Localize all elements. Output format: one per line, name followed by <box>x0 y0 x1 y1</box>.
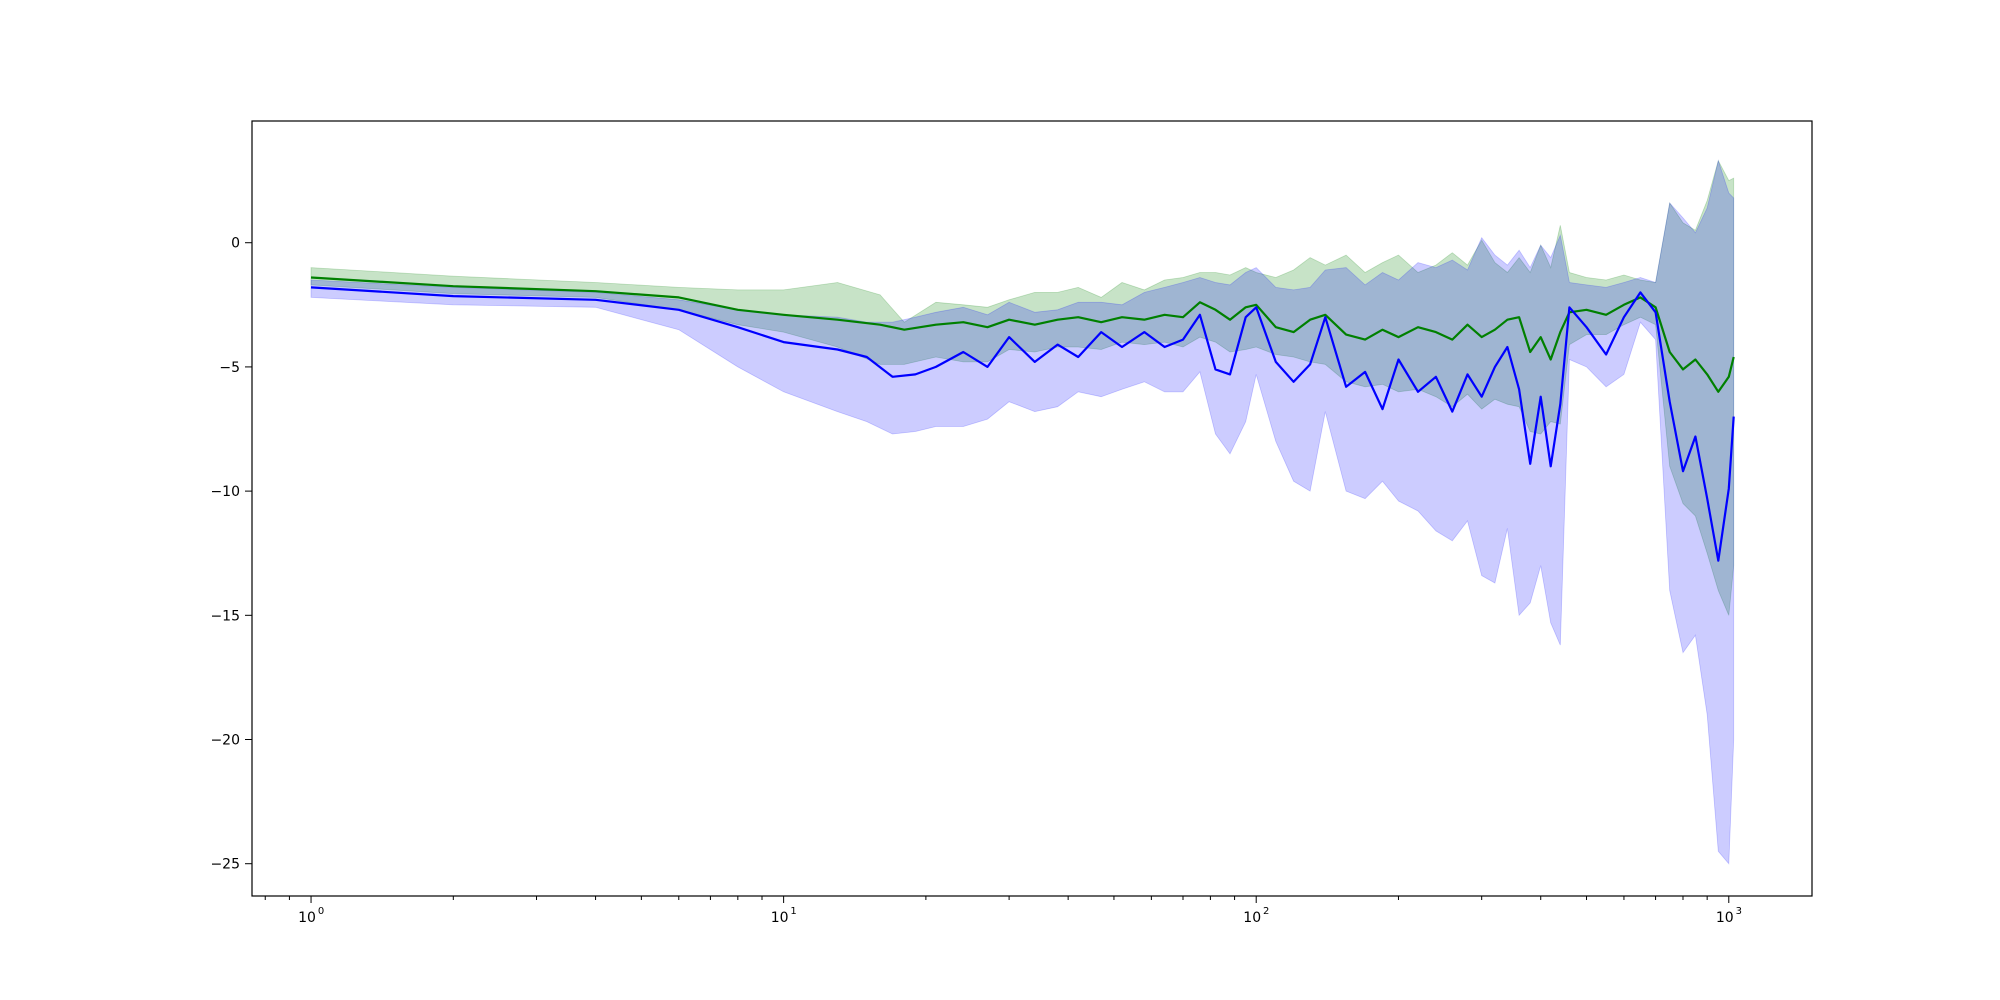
series-2-line <box>310 286 1735 562</box>
x-tick-exponent: 1 <box>790 906 796 917</box>
y-tick-label: −5 <box>219 360 240 376</box>
x-tick-exponent: 2 <box>1263 906 1269 917</box>
x-tick-exponent: 0 <box>318 906 324 917</box>
x-axis: 10 0 10 1 10 2 10 3 <box>264 896 1742 926</box>
y-axis: 0 −5 −10 −15 −20 −25 <box>210 236 252 873</box>
y-tick-label: −25 <box>210 857 240 873</box>
y-tick-label: 0 <box>231 236 240 252</box>
series-2-band <box>310 159 1735 865</box>
x-tick-label: 10 <box>771 910 789 926</box>
x-tick-label: 10 <box>1243 910 1261 926</box>
y-tick-label: −20 <box>210 733 240 749</box>
plot-frame <box>251 120 1813 897</box>
x-tick-label: 10 <box>1716 910 1734 926</box>
series-1-line <box>310 276 1735 393</box>
x-tick-label: 10 <box>298 910 316 926</box>
y-tick-label: −15 <box>210 608 240 624</box>
line-group <box>310 276 1735 562</box>
x-tick-exponent: 3 <box>1736 906 1742 917</box>
y-tick-label: −10 <box>210 484 240 500</box>
